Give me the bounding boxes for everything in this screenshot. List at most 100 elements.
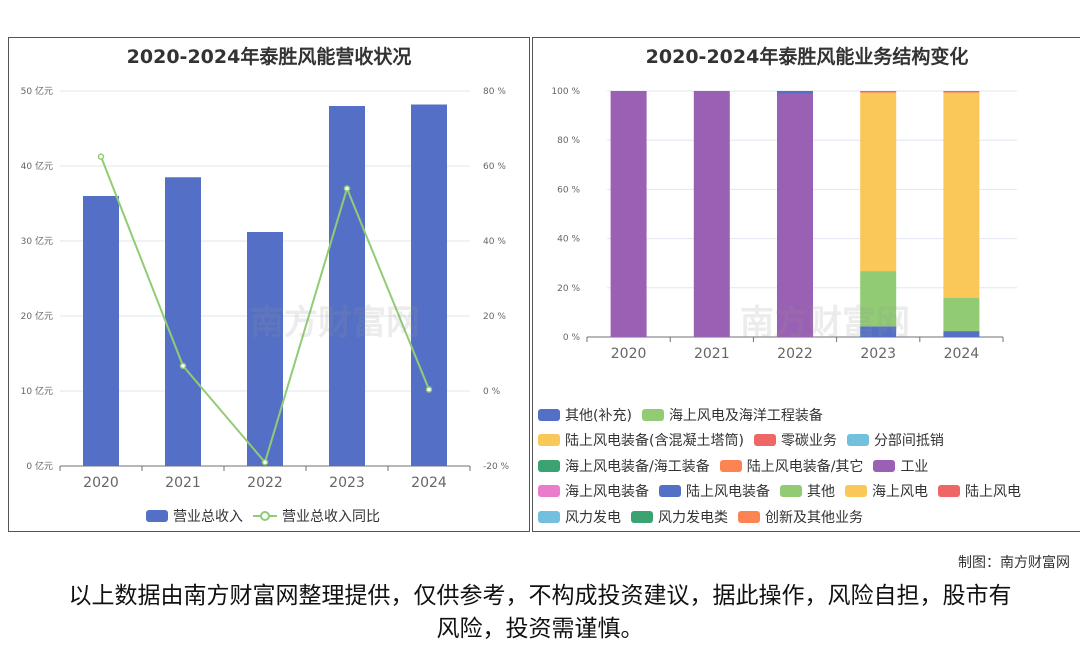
legend-label: 营业总收入同比 (282, 509, 380, 525)
legend-swatch (538, 408, 560, 421)
segment-海上风电及海洋工程装备 (860, 271, 897, 327)
legend-label: 创新及其他业务 (765, 509, 863, 526)
legend-item[interactable]: 陆上风电装备(含混凝土塔筒) (538, 430, 744, 450)
segment-陆上风电装备(含混凝土塔筒) (860, 92, 897, 272)
y-left-tick-label: 0 亿元 (26, 460, 53, 472)
legend-label: 零碳业务 (780, 433, 837, 450)
growth-point (343, 185, 351, 192)
legend-item[interactable]: 海上风电装备 (538, 481, 649, 501)
legend-swatch (146, 510, 168, 522)
revenue-bar (411, 104, 447, 466)
structure-legend: 其他(补充) 海上风电及海洋工程装备陆上风电装备(含混凝土塔筒) 零碳业务 分部间抵销… (538, 402, 1031, 530)
legend-label: 工业 (900, 458, 929, 475)
x-tick-label: 2023 (329, 475, 365, 491)
y-left-tick-label: 40 亿元 (21, 160, 53, 172)
y-right-tick-label: 60 % (483, 162, 506, 172)
disclaimer: 以上数据由南方财富网整理提供，仅供参考，不构成投资建议，据此操作，风险自担，股市… (68, 583, 1012, 642)
y-tick-label: 80 % (557, 136, 580, 146)
legend-item[interactable]: 营业总收入同比 (253, 506, 380, 526)
y-right-tick-label: 20 % (483, 312, 506, 322)
legend-swatch (753, 434, 776, 447)
legend-swatch (641, 408, 664, 421)
revenue-bar (329, 106, 365, 466)
legend-item[interactable]: 陆上风电装备/其它 (719, 456, 864, 476)
legend-item[interactable]: 营业总收入 (146, 506, 243, 526)
legend-swatch (659, 485, 681, 498)
legend-item[interactable]: 其他(补充) (538, 405, 632, 425)
legend-swatch (538, 459, 560, 472)
segment-工业 (610, 91, 647, 337)
segment-陆上风电装备 (777, 91, 813, 94)
y-right-tick-label: -20 % (483, 462, 510, 472)
growth-point (179, 362, 187, 370)
legend-swatch (719, 459, 742, 472)
segment-其他(补充) (860, 326, 897, 337)
legend-label: 其他(补充) (565, 407, 632, 424)
chart-title: 2020-2024年泰胜风能营收状况 (126, 46, 412, 68)
growth-point (97, 153, 105, 160)
y-right-tick-label: 40 % (483, 237, 506, 247)
legend-label: 海上风电 (872, 484, 928, 501)
growth-point (261, 459, 269, 466)
legend-item[interactable]: 其他 (780, 481, 835, 501)
legend-item[interactable]: 陆上风电 (938, 481, 1021, 501)
legend-label: 陆上风电装备 (686, 484, 770, 501)
chart-credit: 制图：南方财富网 (958, 555, 1070, 571)
segment-工业 (693, 91, 730, 337)
legend-item[interactable]: 风力发电类 (631, 507, 728, 527)
chart-title: 2020-2024年泰胜风能业务结构变化 (645, 46, 969, 68)
x-tick-label: 2022 (247, 475, 283, 491)
y-tick-label: 20 % (557, 284, 580, 294)
y-right-tick-label: 0 % (483, 387, 501, 397)
x-tick-label: 2021 (694, 346, 730, 362)
x-tick-label: 2023 (860, 346, 896, 362)
y-right-tick-label: 80 % (483, 87, 506, 97)
legend-swatch (538, 485, 560, 498)
legend-label: 海上风电及海洋工程装备 (668, 407, 823, 424)
legend-swatch (538, 510, 560, 523)
legend-item[interactable]: 海上风电 (845, 481, 928, 501)
y-left-tick-label: 20 亿元 (21, 310, 53, 322)
legend-label: 陆上风电装备(含混凝土塔筒) (565, 433, 744, 450)
legend-item[interactable]: 创新及其他业务 (738, 507, 863, 527)
legend-label: 海上风电装备 (565, 484, 649, 501)
legend-swatch (780, 485, 802, 498)
revenue-bar (165, 177, 201, 466)
legend-item[interactable]: 工业 (873, 456, 928, 476)
legend-label: 风力发电类 (658, 509, 728, 526)
legend-swatch (873, 459, 896, 472)
legend-swatch (846, 434, 869, 447)
y-tick-label: 100 % (551, 87, 580, 97)
x-tick-label: 2020 (83, 475, 119, 491)
legend-label: 风力发电 (565, 509, 621, 526)
segment-工业 (777, 93, 813, 338)
legend-item[interactable]: 海上风电装备/海工装备 (538, 456, 710, 476)
legend-label: 其他 (807, 484, 835, 501)
y-left-tick-label: 10 亿元 (21, 385, 53, 397)
segment-海上风电及海洋工程装备 (943, 297, 980, 332)
legend-swatch (631, 510, 653, 523)
legend-item[interactable]: 海上风电及海洋工程装备 (641, 405, 823, 425)
legend-item[interactable]: 风力发电 (538, 507, 621, 527)
legend-swatch (845, 485, 867, 498)
segment-其他(补充) (943, 331, 980, 337)
y-tick-label: 0 % (563, 333, 581, 343)
revenue-bar (83, 196, 119, 466)
x-tick-label: 2024 (411, 475, 447, 491)
legend-label: 海上风电装备/海工装备 (565, 458, 710, 475)
y-tick-label: 40 % (557, 235, 580, 245)
legend-item[interactable]: 分部间抵销 (846, 430, 944, 450)
legend-item[interactable]: 陆上风电装备 (659, 481, 770, 501)
revenue-legend: 营业总收入 营业总收入同比 (8, 506, 528, 526)
legend-label: 陆上风电装备/其它 (746, 458, 864, 475)
legend-item[interactable]: 零碳业务 (753, 430, 837, 450)
legend-label: 营业总收入 (173, 509, 243, 525)
segment-零碳业务 (943, 91, 980, 93)
segment-零碳业务 (860, 91, 897, 93)
legend-swatch (538, 434, 560, 447)
legend-swatch (938, 485, 960, 498)
y-left-tick-label: 50 亿元 (21, 85, 53, 97)
growth-point (425, 386, 433, 393)
legend-label: 分部间抵销 (873, 433, 944, 450)
